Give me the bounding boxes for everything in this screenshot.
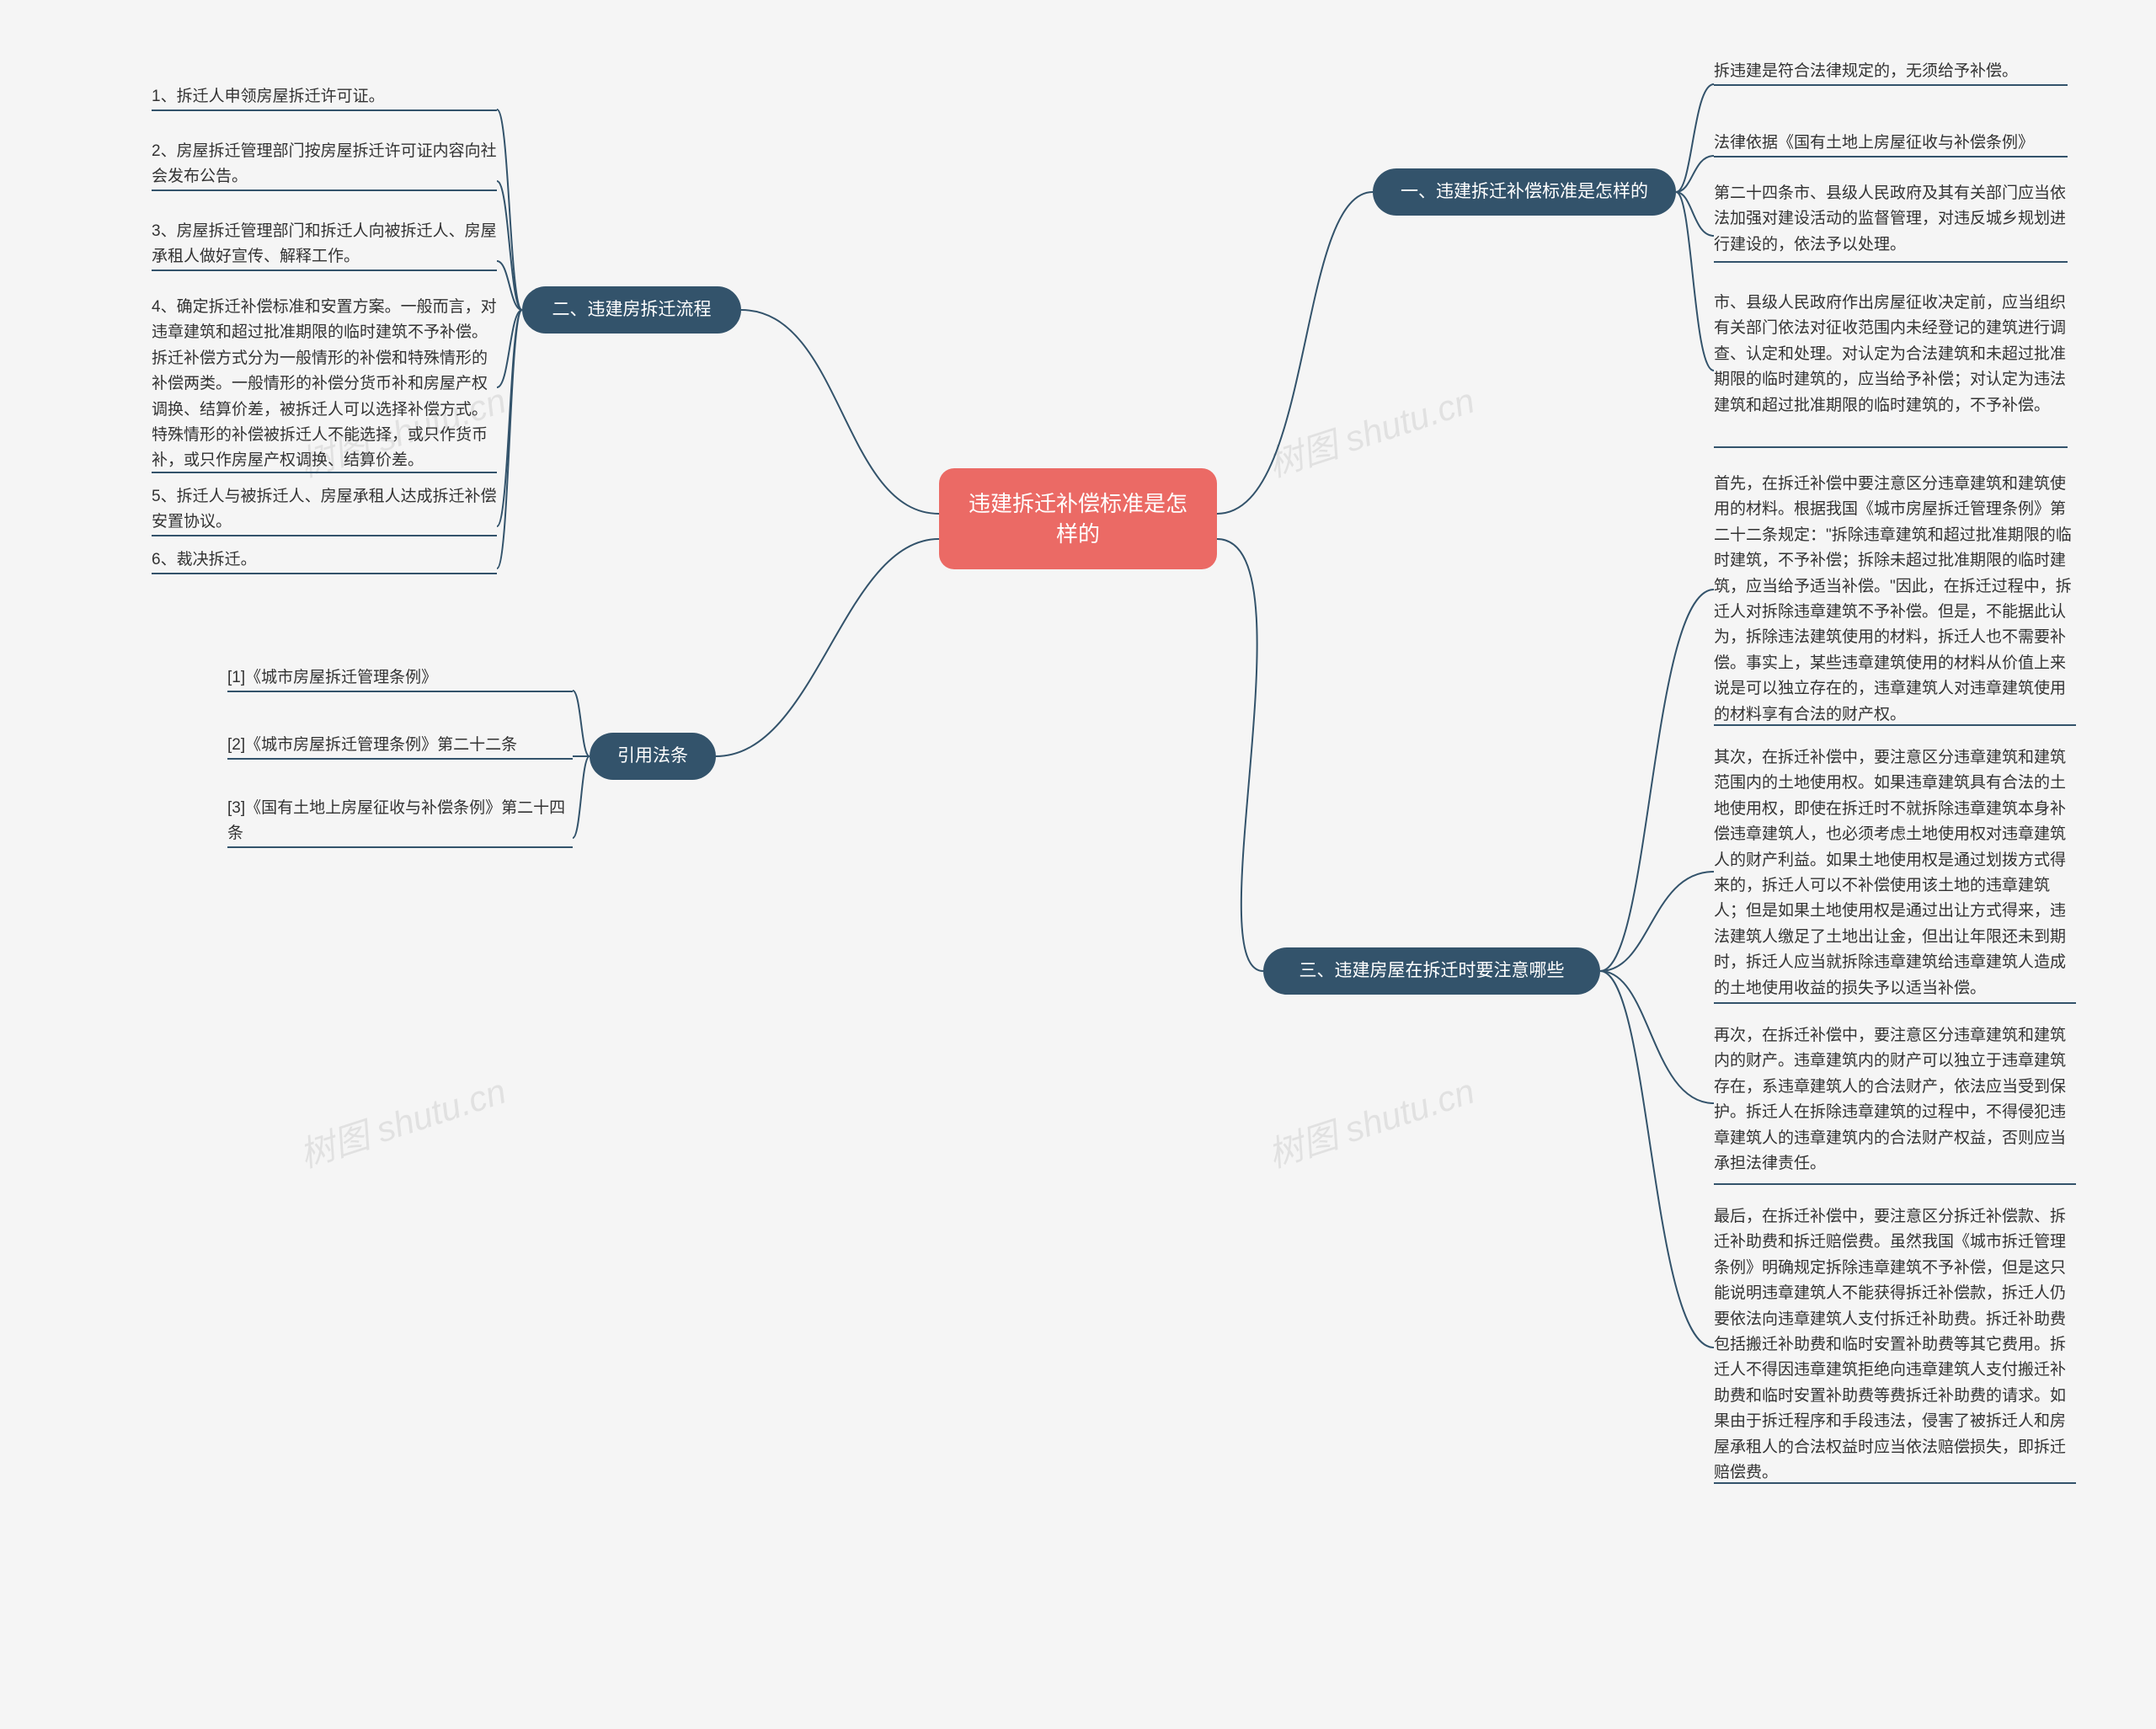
watermark: 树图 shutu.cn <box>292 1063 512 1178</box>
branch-label: 一、违建拆迁补偿标准是怎样的 <box>1401 179 1648 204</box>
leaf-underline <box>227 846 573 848</box>
leaf-node[interactable]: 1、拆迁人申领房屋拆迁许可证。 <box>152 84 497 109</box>
leaf-underline <box>1714 1482 2076 1484</box>
leaf-node[interactable]: [2]《城市房屋拆迁管理条例》第二十二条 <box>227 733 573 758</box>
leaf-node[interactable]: 4、确定拆迁补偿标准和安置方案。一般而言，对违章建筑和超过批准期限的临时建筑不予… <box>152 295 497 474</box>
leaf-node[interactable]: 再次，在拆迁补偿中，要注意区分违章建筑和建筑内的财产。违章建筑内的财产可以独立于… <box>1714 1023 2076 1177</box>
leaf-underline <box>1714 724 2076 726</box>
leaf-node[interactable]: [3]《国有土地上房屋征收与补偿条例》第二十四条 <box>227 796 573 847</box>
leaf-underline <box>152 573 497 574</box>
root-title: 违建拆迁补偿标准是怎样的 <box>963 488 1193 550</box>
watermark: 树图 shutu.cn <box>1261 1063 1481 1178</box>
branch-node-b3[interactable]: 三、违建房屋在拆迁时要注意哪些 <box>1263 947 1600 995</box>
leaf-underline <box>1714 156 2068 157</box>
leaf-underline <box>1714 261 2068 263</box>
leaf-underline <box>227 691 573 692</box>
leaf-node[interactable]: 市、县级人民政府作出房屋征收决定前，应当组织有关部门依法对征收范围内未经登记的建… <box>1714 291 2068 419</box>
leaf-underline <box>1714 446 2068 448</box>
leaf-node[interactable]: 其次，在拆迁补偿中，要注意区分违章建筑和建筑范围内的土地使用权。如果违章建筑具有… <box>1714 745 2076 1001</box>
leaf-node[interactable]: 法律依据《国有土地上房屋征收与补偿条例》 <box>1714 131 2068 156</box>
branch-label: 二、违建房拆迁流程 <box>552 297 712 322</box>
watermark: 树图 shutu.cn <box>1261 372 1481 488</box>
leaf-node[interactable]: 第二十四条市、县级人民政府及其有关部门应当依法加强对建设活动的监督管理，对违反城… <box>1714 181 2068 258</box>
leaf-node[interactable]: 3、房屋拆迁管理部门和拆迁人向被拆迁人、房屋承租人做好宣传、解释工作。 <box>152 219 497 270</box>
branch-node-b4[interactable]: 引用法条 <box>590 733 716 780</box>
leaf-node[interactable]: 5、拆迁人与被拆迁人、房屋承租人达成拆迁补偿安置协议。 <box>152 484 497 536</box>
branch-node-b1[interactable]: 一、违建拆迁补偿标准是怎样的 <box>1373 168 1676 216</box>
leaf-underline <box>152 472 497 473</box>
leaf-node[interactable]: 2、房屋拆迁管理部门按房屋拆迁许可证内容向社会发布公告。 <box>152 139 497 190</box>
leaf-node[interactable]: 最后，在拆迁补偿中，要注意区分拆迁补偿款、拆迁补助费和拆迁赔偿费。虽然我国《城市… <box>1714 1204 2076 1486</box>
leaf-node[interactable]: 拆违建是符合法律规定的，无须给予补偿。 <box>1714 59 2068 84</box>
leaf-underline <box>152 109 497 111</box>
branch-label: 引用法条 <box>617 744 688 768</box>
branch-node-b2[interactable]: 二、违建房拆迁流程 <box>522 286 741 334</box>
leaf-node[interactable]: [1]《城市房屋拆迁管理条例》 <box>227 665 573 691</box>
root-node[interactable]: 违建拆迁补偿标准是怎样的 <box>939 468 1217 569</box>
leaf-underline <box>1714 1002 2076 1004</box>
leaf-node[interactable]: 6、裁决拆迁。 <box>152 547 497 573</box>
leaf-underline <box>152 189 497 191</box>
leaf-underline <box>1714 1183 2076 1185</box>
leaf-underline <box>227 758 573 760</box>
branch-label: 三、违建房屋在拆迁时要注意哪些 <box>1299 958 1565 983</box>
leaf-underline <box>152 535 497 536</box>
leaf-underline <box>152 269 497 271</box>
leaf-underline <box>1714 84 2068 86</box>
leaf-node[interactable]: 首先，在拆迁补偿中要注意区分违章建筑和建筑使用的材料。根据我国《城市房屋拆迁管理… <box>1714 472 2076 728</box>
